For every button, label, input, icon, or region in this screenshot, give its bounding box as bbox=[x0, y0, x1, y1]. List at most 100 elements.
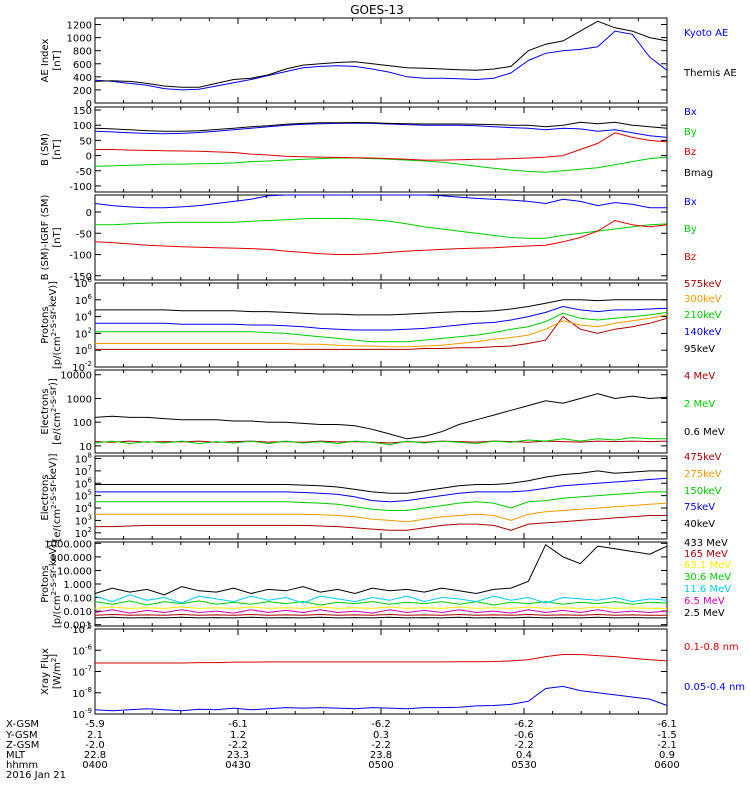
series-line-by bbox=[95, 217, 668, 239]
legend-label: 300keV bbox=[684, 294, 722, 305]
y-axis-label: B (SM) bbox=[40, 133, 51, 166]
panel-frame bbox=[94, 628, 668, 715]
x-axis-row-label: Y-GSM bbox=[5, 730, 38, 741]
y-tick-label: 1000 bbox=[67, 394, 92, 405]
legend-label: 75keV bbox=[684, 502, 715, 513]
legend-label: 4 MeV bbox=[684, 371, 715, 382]
series-line-bx bbox=[94, 194, 667, 209]
y-axis-label: Electrons bbox=[40, 474, 51, 520]
x-axis-value: -6.1 bbox=[657, 719, 677, 730]
series-line-by bbox=[94, 156, 668, 173]
y-tick-label: 100 bbox=[75, 343, 92, 357]
y-tick-label: 200 bbox=[73, 86, 92, 97]
x-axis-value: 0530 bbox=[511, 760, 536, 771]
y-tick-label: 1000 bbox=[67, 34, 92, 45]
x-axis-value: -2.2 bbox=[514, 740, 534, 751]
y-tick-label: 10 bbox=[79, 442, 92, 453]
legend-label: 40keV bbox=[684, 519, 715, 530]
legend-label: By bbox=[684, 127, 697, 138]
y-axis-label: Xray Flux bbox=[40, 648, 51, 695]
y-tick-label: -150 bbox=[69, 272, 92, 283]
legend-label: 30.6 MeV bbox=[684, 572, 731, 583]
series-line-210kev bbox=[95, 311, 668, 343]
y-axis-label: [nT] bbox=[52, 227, 63, 247]
y-tick-label: 400 bbox=[73, 73, 92, 84]
y-tick-label: 600 bbox=[73, 60, 92, 71]
series-line-themis-ae bbox=[94, 20, 668, 88]
legend-label: 165 MeV bbox=[684, 549, 728, 560]
series-line-0-1-0-8-nm bbox=[95, 654, 668, 664]
y-axis-label: Electrons bbox=[40, 388, 51, 434]
y-axis-label: [W/m2] bbox=[48, 654, 63, 689]
panel-3: 0 -50 -100 -150 B (SM)-IGRF (SM) [nT] Bx By Bz bbox=[40, 194, 697, 283]
legend-label: Bz bbox=[684, 252, 696, 263]
y-tick-label: 108 bbox=[75, 451, 92, 465]
legend-label: 0.05-0.4 nm bbox=[684, 682, 745, 693]
legend-label: 433 MeV bbox=[684, 538, 728, 549]
series-line-275kev bbox=[95, 502, 668, 523]
y-axis-label: Protons bbox=[40, 306, 51, 343]
series-line-30-6-mev bbox=[94, 600, 668, 606]
x-axis-value: -2.2 bbox=[371, 740, 391, 751]
y-tick-label: 0 bbox=[86, 99, 92, 110]
y-axis-label: AE Index bbox=[40, 38, 51, 82]
x-axis-row-label: MLT bbox=[6, 750, 26, 761]
y-tick-label: 103 bbox=[75, 513, 92, 527]
panel-7: 1000.000 100.000 10.000 1.000 0.100 0.010 0.00… bbox=[40, 538, 731, 632]
panel-1: 1200 1000 800 600 400 200 0 AE Index [nT] Kyoto A… bbox=[40, 17, 737, 110]
series-line-bz bbox=[94, 219, 668, 255]
legend-label: 0.6 MeV bbox=[684, 427, 725, 438]
y-tick-label: 1.000 bbox=[63, 580, 92, 591]
y-tick-label: -50 bbox=[76, 167, 92, 178]
x-axis-value: 22.8 bbox=[84, 750, 106, 761]
y-tick-label: 100 bbox=[73, 418, 92, 429]
series-line-2-mev bbox=[94, 437, 667, 446]
y-tick-label: 10-5 bbox=[72, 622, 92, 636]
y-axis-label: [e/(cm2-s-sr-keV)] bbox=[48, 453, 63, 541]
y-tick-label: 0.010 bbox=[63, 607, 92, 618]
x-axis-value: -6.2 bbox=[371, 719, 391, 730]
legend-label: 2 MeV bbox=[684, 399, 715, 410]
x-axis-value: 0.4 bbox=[516, 750, 532, 761]
y-tick-label: 10-9 bbox=[72, 707, 92, 721]
panel-4: 108 106 104 102 100 10-2 Protons[p/(cm2-s-sr-k… bbox=[40, 276, 722, 374]
y-tick-label: 104 bbox=[75, 310, 93, 324]
y-tick-label: 1000.000 bbox=[44, 539, 92, 550]
series-line-0-05-0-4-nm bbox=[94, 685, 668, 712]
series-line-6-5-mev bbox=[94, 609, 668, 614]
legend-label: 140keV bbox=[684, 327, 722, 338]
legend-label: 2.5 MeV bbox=[684, 608, 725, 619]
x-axis-value: -2.2 bbox=[228, 740, 248, 751]
legend-label: 575keV bbox=[684, 279, 722, 290]
y-tick-label: 100 bbox=[73, 121, 92, 132]
series-line-bmag bbox=[94, 121, 668, 132]
panel-8: 10-5 10-6 10-7 10-8 10-9 Xray Flux [W/m2] 0.1-0… bbox=[40, 622, 745, 721]
y-axis-label: B (SM)-IGRF (SM) bbox=[40, 195, 51, 281]
legend-label: 210keV bbox=[684, 310, 722, 321]
legend-label: 150keV bbox=[684, 486, 722, 497]
x-axis-value: 0500 bbox=[368, 760, 393, 771]
series-line-63-1-mev bbox=[94, 606, 667, 609]
x-axis-value: -6.2 bbox=[514, 719, 534, 730]
series-line-575kev bbox=[95, 315, 668, 350]
y-tick-label: 102 bbox=[75, 326, 92, 340]
x-axis-value: -0.6 bbox=[514, 730, 534, 741]
series-line-0-6-mev bbox=[94, 393, 668, 440]
series-line-4-mev bbox=[94, 440, 668, 444]
y-tick-label: -50 bbox=[76, 229, 92, 240]
series-line-150kev bbox=[95, 491, 667, 511]
x-axis-value: -1.5 bbox=[657, 730, 677, 741]
series-line-40kev bbox=[95, 470, 667, 494]
legend-label: 0.1-0.8 nm bbox=[684, 642, 739, 653]
y-tick-label: 105 bbox=[75, 489, 92, 503]
series-line-433-mev bbox=[94, 543, 668, 596]
date-label: 2016 Jan 21 bbox=[6, 770, 66, 781]
legend-label: Themis AE bbox=[683, 68, 737, 79]
series-line-300kev bbox=[95, 314, 668, 348]
y-axis-label: Protons bbox=[40, 565, 51, 602]
y-tick-label: 1200 bbox=[67, 21, 92, 32]
legend-label: Bx bbox=[684, 107, 697, 118]
y-tick-label: 106 bbox=[75, 476, 93, 490]
y-tick-label: 10-6 bbox=[72, 643, 92, 657]
